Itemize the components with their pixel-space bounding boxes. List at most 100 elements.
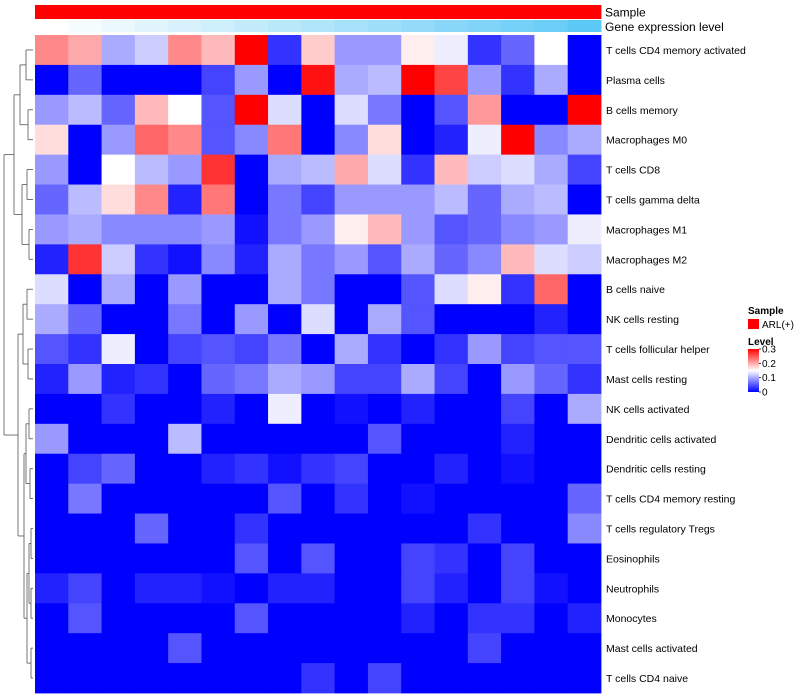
heatmap-cell xyxy=(268,274,302,305)
heatmap-cell xyxy=(68,214,102,245)
heatmap-cell xyxy=(301,423,336,455)
heatmap-cell xyxy=(35,124,69,156)
sample-annotation-label: Sample xyxy=(605,6,646,20)
heatmap-cell xyxy=(234,393,269,425)
sample-annotation-cell xyxy=(201,5,236,19)
heatmap-cell xyxy=(334,304,369,335)
heatmap-cell xyxy=(134,573,169,604)
heatmap-cell xyxy=(35,244,69,275)
heatmap-cell xyxy=(434,423,469,455)
heatmap-cell xyxy=(168,154,202,185)
heatmap-cell xyxy=(534,423,569,455)
heatmap-cell xyxy=(534,334,569,365)
heatmap-cell xyxy=(367,35,402,66)
heatmap-cell xyxy=(134,184,169,215)
heatmap-cell xyxy=(101,573,136,604)
heatmap-cell xyxy=(401,603,435,634)
heatmap-cell xyxy=(68,334,102,365)
heatmap-cell xyxy=(134,274,169,305)
heatmap-cell xyxy=(68,304,102,335)
heatmap-cell xyxy=(367,124,402,156)
heatmap-cell xyxy=(201,35,236,66)
heatmap-cell xyxy=(334,423,369,455)
heatmap-cell xyxy=(201,513,236,544)
heatmap-cell xyxy=(134,483,169,514)
heatmap-cell xyxy=(301,663,336,694)
heatmap-cell xyxy=(234,124,269,156)
heatmap-cell xyxy=(68,603,102,634)
heatmap-cell xyxy=(234,304,269,335)
heatmap-cell xyxy=(134,124,169,156)
row-label: B cells memory xyxy=(606,105,679,117)
heatmap-cell xyxy=(534,244,569,275)
heatmap-cell xyxy=(334,603,369,634)
legend-sample-title: Sample xyxy=(748,306,784,317)
heatmap-cell xyxy=(35,304,69,335)
legend: Sample ARL(+) Level 0.3 0.2 0.1 0 xyxy=(748,306,794,399)
heatmap-cell xyxy=(234,35,269,66)
heatmap-cell xyxy=(467,334,502,365)
heatmap-cell xyxy=(234,364,269,395)
heatmap-cell xyxy=(68,633,102,664)
heatmap-cell xyxy=(134,393,169,425)
heatmap-cell xyxy=(434,393,469,425)
heatmap-cell xyxy=(534,603,569,634)
heatmap-cell xyxy=(201,334,236,365)
heatmap-cell xyxy=(501,663,535,694)
heatmap-cell xyxy=(501,274,535,305)
gene-expression-annotation-cell xyxy=(68,20,102,32)
sample-annotation-cell xyxy=(68,5,102,19)
heatmap-cell xyxy=(334,35,369,66)
sample-annotation-cell xyxy=(268,5,302,19)
heatmap-cell xyxy=(467,393,502,425)
heatmap-cell xyxy=(467,184,502,215)
heatmap-cell xyxy=(134,214,169,245)
heatmap-cell xyxy=(168,274,202,305)
heatmap-cell xyxy=(101,94,136,126)
heatmap-cell xyxy=(434,214,469,245)
heatmap-cell xyxy=(401,94,435,126)
heatmap-cell xyxy=(467,513,502,544)
heatmap-cell xyxy=(467,543,502,574)
heatmap-cell xyxy=(68,35,102,66)
heatmap-cell xyxy=(567,94,602,126)
heatmap-cell xyxy=(367,513,402,544)
heatmap-cell xyxy=(534,513,569,544)
heatmap-cell xyxy=(168,364,202,395)
heatmap-cell xyxy=(401,244,435,275)
heatmap-cell xyxy=(268,453,302,485)
heatmap-cell xyxy=(68,64,102,96)
heatmap-cell xyxy=(35,423,69,455)
heatmap-cell xyxy=(334,633,369,664)
heatmap-cell xyxy=(367,603,402,634)
heatmap-cell xyxy=(467,423,502,455)
heatmap-cell xyxy=(168,483,202,514)
heatmap-cell xyxy=(301,334,336,365)
heatmap-cell xyxy=(534,64,569,96)
heatmap-cell xyxy=(367,304,402,335)
heatmap-cell xyxy=(134,423,169,455)
heatmap-cell xyxy=(567,214,602,245)
heatmap-cell xyxy=(234,513,269,544)
heatmap-cell xyxy=(201,603,236,634)
heatmap-cell xyxy=(501,124,535,156)
heatmap-cell xyxy=(334,663,369,694)
heatmap-cell xyxy=(68,663,102,694)
heatmap-cell xyxy=(501,543,535,574)
row-label: T cells CD4 naive xyxy=(606,673,688,685)
sample-annotation-cell xyxy=(35,5,69,19)
heatmap-cell xyxy=(334,124,369,156)
heatmap-cell xyxy=(234,94,269,126)
heatmap-cell xyxy=(301,35,336,66)
heatmap-cell xyxy=(68,184,102,215)
heatmap-cell xyxy=(567,453,602,485)
heatmap-cell xyxy=(367,214,402,245)
heatmap-cell xyxy=(268,543,302,574)
heatmap-cell xyxy=(101,304,136,335)
heatmap-cell xyxy=(168,304,202,335)
gene-expression-annotation-cell xyxy=(501,20,535,32)
heatmap-cell xyxy=(35,214,69,245)
heatmap-cell xyxy=(168,543,202,574)
heatmap-cell xyxy=(301,154,336,185)
heatmap-cell xyxy=(301,64,336,96)
